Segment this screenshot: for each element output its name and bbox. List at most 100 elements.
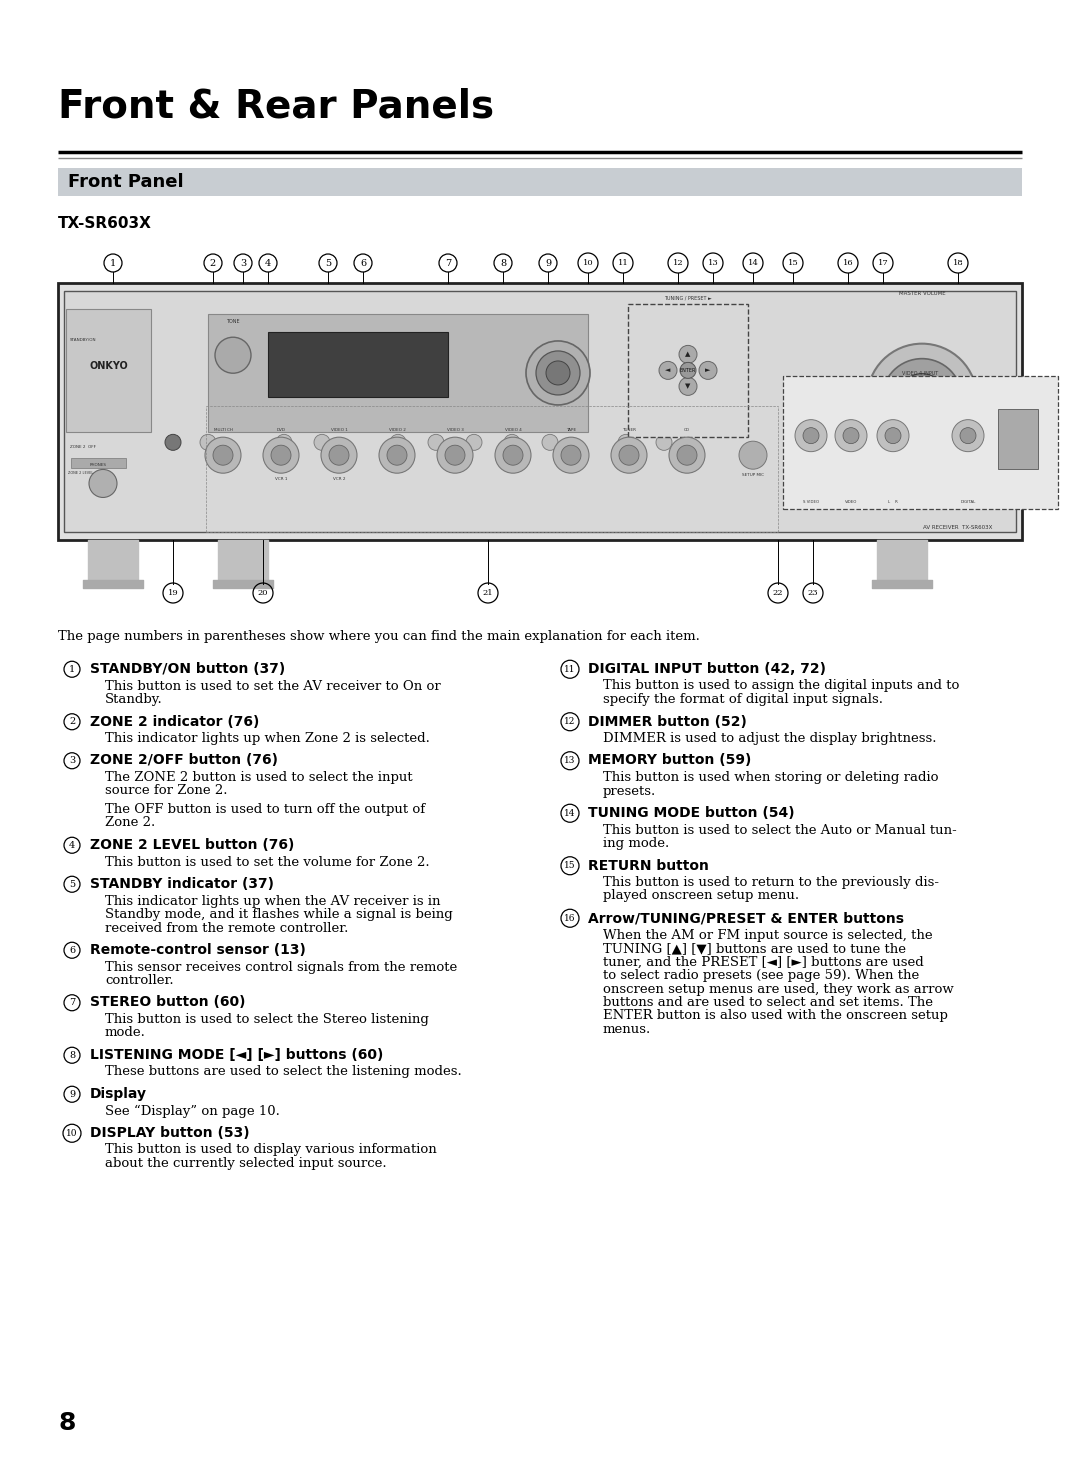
- Text: PHONES: PHONES: [90, 464, 107, 467]
- Text: 22: 22: [773, 589, 783, 597]
- Text: 3: 3: [69, 756, 76, 765]
- FancyBboxPatch shape: [58, 283, 1022, 540]
- Text: VIDEO 2: VIDEO 2: [389, 429, 405, 432]
- Text: 14: 14: [747, 258, 758, 267]
- Circle shape: [321, 437, 357, 473]
- Text: This button is used to set the volume for Zone 2.: This button is used to set the volume fo…: [105, 856, 430, 869]
- Text: menus.: menus.: [603, 1023, 651, 1036]
- Circle shape: [89, 470, 117, 498]
- Text: 11: 11: [564, 665, 576, 674]
- Text: This button is used to display various information: This button is used to display various i…: [105, 1144, 436, 1157]
- Circle shape: [618, 435, 634, 451]
- Circle shape: [951, 420, 984, 452]
- Text: 10: 10: [583, 258, 593, 267]
- Text: TX-SR603X: TX-SR603X: [58, 216, 152, 230]
- Text: DIMMER button (52): DIMMER button (52): [588, 715, 747, 728]
- Circle shape: [659, 361, 677, 379]
- Text: onscreen setup menus are used, they work as arrow: onscreen setup menus are used, they work…: [603, 982, 954, 995]
- Text: 2: 2: [210, 258, 216, 267]
- Text: 5: 5: [325, 258, 332, 267]
- Text: tuner, and the PRESET [◄] [►] buttons are used: tuner, and the PRESET [◄] [►] buttons ar…: [603, 956, 923, 969]
- Circle shape: [200, 435, 216, 451]
- Text: 15: 15: [564, 862, 576, 871]
- Text: 3: 3: [240, 258, 246, 267]
- Circle shape: [387, 445, 407, 465]
- Circle shape: [536, 351, 580, 395]
- Text: This button is used when storing or deleting radio: This button is used when storing or dele…: [603, 771, 939, 784]
- Text: buttons and are used to select and set items. The: buttons and are used to select and set i…: [603, 995, 933, 1009]
- FancyBboxPatch shape: [998, 410, 1038, 470]
- Circle shape: [897, 374, 947, 424]
- Circle shape: [379, 437, 415, 473]
- Text: MASTER VOLUME: MASTER VOLUME: [899, 291, 945, 297]
- Text: STANDBY/ON button (37): STANDBY/ON button (37): [90, 662, 285, 675]
- Text: 13: 13: [565, 756, 576, 765]
- Text: TUNING / PRESET ►: TUNING / PRESET ►: [664, 295, 712, 301]
- Circle shape: [437, 437, 473, 473]
- Circle shape: [271, 445, 291, 465]
- Text: 12: 12: [565, 718, 576, 727]
- Text: Front Panel: Front Panel: [68, 173, 184, 191]
- Text: 16: 16: [564, 913, 576, 923]
- Text: This button is used to select the Stereo listening: This button is used to select the Stereo…: [105, 1013, 429, 1026]
- Text: Arrow/TUNING/PRESET & ENTER buttons: Arrow/TUNING/PRESET & ENTER buttons: [588, 912, 904, 925]
- Circle shape: [679, 377, 697, 395]
- Text: 13: 13: [707, 258, 718, 267]
- Text: See “Display” on page 10.: See “Display” on page 10.: [105, 1104, 280, 1117]
- Text: 23: 23: [808, 589, 819, 597]
- Text: DISPLAY button (53): DISPLAY button (53): [90, 1126, 249, 1141]
- Circle shape: [314, 435, 330, 451]
- Circle shape: [504, 435, 519, 451]
- Circle shape: [542, 435, 558, 451]
- Circle shape: [276, 435, 292, 451]
- Text: 5: 5: [69, 879, 76, 888]
- Text: ZONE 2 indicator (76): ZONE 2 indicator (76): [90, 715, 259, 728]
- Circle shape: [656, 435, 672, 451]
- Text: 6: 6: [360, 258, 366, 267]
- Circle shape: [428, 435, 444, 451]
- Circle shape: [465, 435, 482, 451]
- Text: MULTI CH: MULTI CH: [214, 429, 232, 432]
- Circle shape: [882, 358, 962, 439]
- Text: LISTENING MODE [◄] [►] buttons (60): LISTENING MODE [◄] [►] buttons (60): [90, 1048, 383, 1061]
- FancyBboxPatch shape: [58, 167, 1022, 197]
- Text: AV RECEIVER  TX-SR603X: AV RECEIVER TX-SR603X: [922, 526, 993, 530]
- Text: presets.: presets.: [603, 784, 657, 797]
- Text: 6: 6: [69, 945, 76, 954]
- Circle shape: [390, 435, 406, 451]
- Text: ZONE 2/OFF button (76): ZONE 2/OFF button (76): [90, 753, 278, 768]
- FancyBboxPatch shape: [66, 308, 151, 432]
- Circle shape: [445, 445, 465, 465]
- Circle shape: [835, 420, 867, 452]
- FancyBboxPatch shape: [208, 314, 588, 432]
- Text: TUNING MODE button (54): TUNING MODE button (54): [588, 806, 795, 821]
- Text: to select radio presets (see page 59). When the: to select radio presets (see page 59). W…: [603, 969, 919, 982]
- Circle shape: [611, 437, 647, 473]
- Circle shape: [804, 427, 819, 443]
- Text: VCR 1: VCR 1: [274, 477, 287, 482]
- Text: L    R: L R: [888, 501, 897, 504]
- Text: STANDBY indicator (37): STANDBY indicator (37): [90, 876, 274, 891]
- Circle shape: [877, 420, 909, 452]
- Circle shape: [329, 445, 349, 465]
- Text: Front & Rear Panels: Front & Rear Panels: [58, 88, 495, 126]
- Text: SETUP MIC: SETUP MIC: [742, 473, 764, 477]
- Text: specify the format of digital input signals.: specify the format of digital input sign…: [603, 693, 883, 706]
- Circle shape: [843, 427, 859, 443]
- Text: This button is used to assign the digital inputs and to: This button is used to assign the digita…: [603, 680, 959, 693]
- Text: Standby mode, and it flashes while a signal is being: Standby mode, and it flashes while a sig…: [105, 909, 453, 920]
- Text: 8: 8: [500, 258, 507, 267]
- Text: MEMORY button (59): MEMORY button (59): [588, 753, 752, 768]
- Circle shape: [561, 445, 581, 465]
- Text: 11: 11: [618, 258, 629, 267]
- Text: VIDEO 4: VIDEO 4: [504, 429, 522, 432]
- Text: ZONE 2  OFF: ZONE 2 OFF: [70, 445, 96, 449]
- Circle shape: [960, 427, 976, 443]
- Text: The ZONE 2 button is used to select the input: The ZONE 2 button is used to select the …: [105, 771, 413, 784]
- Text: VIDEO 3: VIDEO 3: [446, 429, 463, 432]
- Text: 2: 2: [69, 718, 76, 727]
- Circle shape: [215, 338, 251, 373]
- Circle shape: [546, 361, 570, 385]
- Text: 1: 1: [69, 665, 76, 674]
- Text: ONKYO: ONKYO: [90, 361, 127, 371]
